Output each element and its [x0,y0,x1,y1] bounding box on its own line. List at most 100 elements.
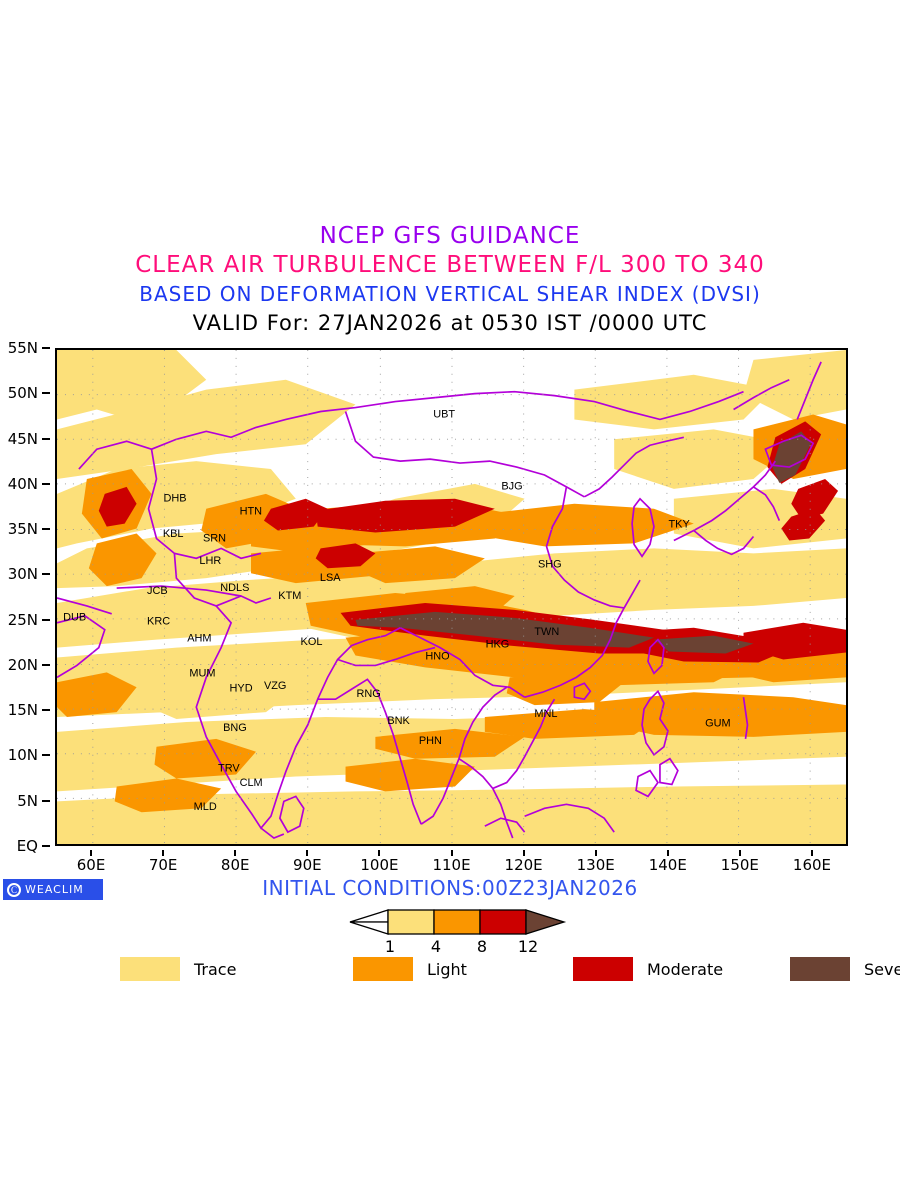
city-label-hno: HNO [425,650,449,662]
colorbar-under-arrow [349,909,389,923]
weaclim-logo-text: WEACLIM [25,883,84,896]
legend-item-moderate: Moderate [573,957,723,981]
lat-tickmark [42,754,50,757]
legend-label-light: Light [427,959,467,979]
legend-label-trace: Trace [194,959,237,979]
lon-tickmark [90,850,93,856]
lon-tick-90e: 90E [293,856,322,874]
legend-item-severe: Severe [790,957,900,981]
lat-tickmark [42,573,50,576]
city-label-shg: SHG [538,559,562,571]
city-label-jcb: JCB [147,585,168,597]
city-label-dub: DUB [63,612,86,624]
lat-tickmark [42,437,50,440]
city-label-vzg: VZG [264,680,286,692]
lon-tickmark [306,850,309,856]
cat-index-map: UBT BJG DHB HTN KBL SRN TKY LHR SHG LSA NDLS KTM JCB… [57,350,846,844]
city-label-gum: GUM [705,718,730,730]
lon-tick-100e: 100E [360,856,399,874]
city-label-lhr: LHR [199,555,221,567]
city-label-layer: UBT BJG DHB HTN KBL SRN TKY LHR SHG LSA NDLS KTM JCB… [63,409,730,813]
colorbar-cell-moderate [479,909,527,935]
lat-tick-5n: 5N [17,791,38,810]
lat-tick-35n: 35N [7,520,38,539]
legend-swatch-moderate [573,957,633,981]
city-label-trv: TRV [218,763,240,775]
city-label-bng: BNG [223,722,247,734]
legend-swatch-light [353,957,413,981]
colorbar-under-arrow-lower [349,921,389,935]
legend: Trace Light Moderate Severe [0,957,900,987]
city-label-htn: HTN [240,506,262,518]
lon-tickmark [810,850,813,856]
lon-tickmark [450,850,453,856]
city-label-rng: RNG [356,688,380,700]
city-label-bnk: BNK [387,715,410,727]
city-label-ktm: KTM [278,590,301,602]
city-label-bjg: BJG [501,481,522,493]
city-label-ndls: NDLS [220,582,249,594]
lat-tick-25n: 25N [7,610,38,629]
city-label-kbl: KBL [163,528,184,540]
city-label-mld: MLD [194,801,217,813]
latitude-axis: EQ 5N 10N 15N 20N 25N 30N 35N 40N 45N 50N 55N [0,339,50,855]
lat-tick-30n: 30N [7,565,38,584]
colorbar-tick-12: 12 [517,937,539,956]
city-label-mum: MUM [189,667,215,679]
lon-tick-60e: 60E [76,856,106,874]
lon-tickmark [666,850,669,856]
lat-tickmark [42,709,50,712]
lat-tickmark [42,799,50,802]
city-label-tky: TKY [669,518,691,530]
circle-c-icon: C [7,882,21,897]
lon-tickmark [738,850,741,856]
lon-tick-110e: 110E [432,856,471,874]
lat-tickmark [42,618,50,621]
title-block: NCEP GFS GUIDANCE CLEAR AIR TURBULENCE B… [0,222,900,338]
title-line-method: BASED ON DEFORMATION VERTICAL SHEAR INDE… [139,282,761,306]
lon-tick-70e: 70E [148,856,178,874]
legend-item-trace: Trace [120,957,236,981]
city-label-hkg: HKG [486,639,510,651]
initial-conditions-text: INITIAL CONDITIONS:00Z23JAN2026 [262,876,638,900]
lon-tick-140e: 140E [648,856,687,874]
legend-swatch-severe [790,957,850,981]
lon-tickmark [522,850,525,856]
legend-item-light: Light [353,957,467,981]
city-label-krc: KRC [147,615,170,627]
lat-tick-50n: 50N [7,384,38,403]
lat-tickmark [42,845,50,847]
lon-tick-120e: 120E [504,856,543,874]
title-line-validity: VALID For: 27JAN2026 at 0530 IST /0000 U… [192,311,708,335]
lon-tick-80e: 80E [220,856,250,874]
lat-tick-45n: 45N [7,429,38,448]
colorbar-tick-1: 1 [384,937,396,956]
title-line-product: CLEAR AIR TURBULENCE BETWEEN F/L 300 TO … [135,252,765,278]
weaclim-logo: C WEACLIM [3,879,103,900]
lon-tickmark [378,850,381,856]
colorbar-cell-light [433,909,481,935]
city-label-twn: TWN [534,626,559,638]
lat-tick-15n: 15N [7,701,38,720]
colorbar-swatches [349,909,567,935]
city-label-ubt: UBT [433,409,455,421]
colorbar-over-arrow [525,909,567,935]
title-line-agency: NCEP GFS GUIDANCE [319,223,581,249]
lat-tick-55n: 55N [7,339,38,357]
lat-tickmark [42,663,50,666]
legend-label-severe: Severe [864,959,900,979]
city-label-mnl: MNL [534,708,557,720]
lon-tick-150e: 150E [720,856,759,874]
lat-tick-10n: 10N [7,746,38,765]
legend-swatch-trace [120,957,180,981]
city-label-clm: CLM [240,777,263,789]
lon-tickmark [594,850,597,856]
lat-tickmark [42,392,50,395]
lat-tick-40n: 40N [7,474,38,493]
legend-label-moderate: Moderate [647,959,724,979]
colorbar-tick-4: 4 [430,937,442,956]
contour-band-severe [355,431,812,654]
city-label-lsa: LSA [320,572,341,584]
colorbar: 1 4 8 12 [340,908,580,956]
lon-tickmark [234,850,237,856]
